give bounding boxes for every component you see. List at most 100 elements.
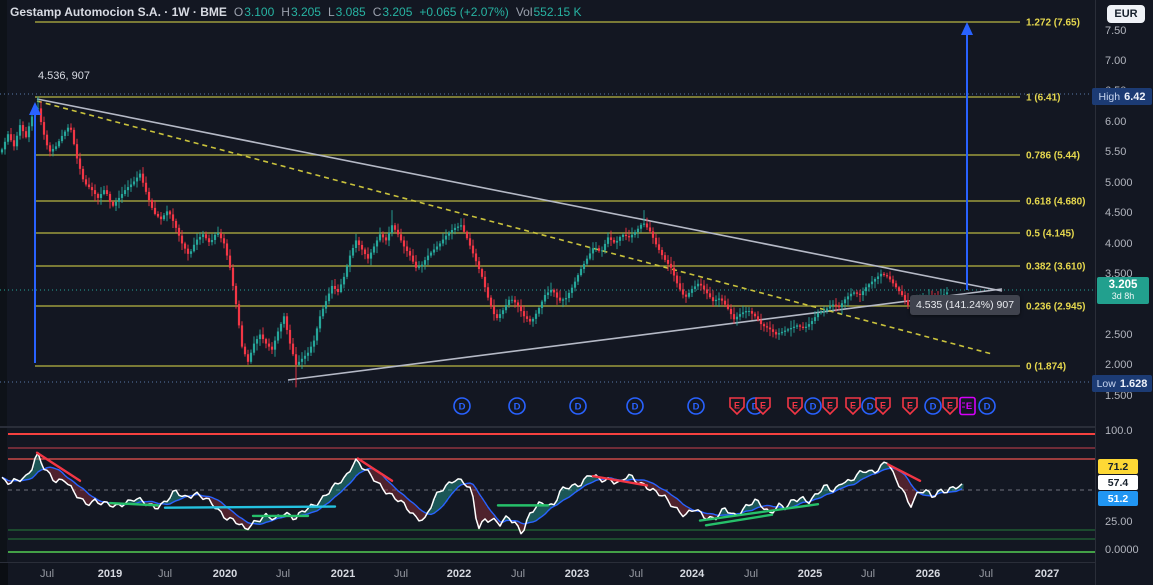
chart-left-margin (0, 0, 7, 562)
rsi-divergence-segment[interactable] (108, 501, 160, 507)
dividend-icon[interactable]: D (453, 397, 471, 415)
time-axis-label: Jul (275, 568, 291, 580)
dividend-icon[interactable]: D (924, 397, 942, 415)
svg-text:D: D (459, 402, 466, 413)
dividend-icon[interactable]: D (508, 397, 526, 415)
change-value: +0.065 (+2.07%) (419, 5, 509, 19)
svg-text:D: D (514, 402, 521, 413)
price-tick-label: 6.00 (1105, 116, 1127, 128)
earnings-icon[interactable]: E (902, 397, 918, 416)
rsi-divergence-segment[interactable] (704, 513, 774, 527)
svg-text:E: E (792, 401, 798, 411)
axis-corner (0, 563, 8, 585)
time-axis-label: 2023 (564, 568, 590, 580)
symbol-title[interactable]: Gestamp Automocion S.A. · 1W · BME (10, 5, 227, 19)
rsi-line (1, 452, 963, 535)
time-axis-label: 2026 (915, 568, 941, 580)
last-price-badge: 3.205 3d 8h (1097, 277, 1149, 304)
time-axis-label: 2027 (1034, 568, 1060, 580)
earnings-icon[interactable]: E (942, 397, 958, 416)
open-label: O (233, 5, 244, 19)
indicator-tick-label: 0.0000 (1105, 544, 1139, 556)
trendline[interactable] (36, 98, 1003, 292)
earnings-icon[interactable]: E (787, 397, 803, 416)
measure-range-label: 4.536, 907 (38, 70, 90, 82)
dividend-icon[interactable]: D (569, 397, 587, 415)
symbol-legend[interactable]: Gestamp Automocion S.A. · 1W · BME O 3.10… (10, 5, 582, 19)
svg-text:D: D (984, 402, 991, 413)
chart-canvas[interactable]: 1.272 (7.65) 1 (6.41) 0.786 (5.44) 0.618 (4… (0, 0, 1095, 562)
low-label: L (327, 5, 335, 19)
fib-level-label: 0.786 (5.44) (1026, 151, 1080, 162)
time-scale[interactable]: Jul 2019 Jul 2020 Jul 2021 Jul 2022 Jul 2023 Jul 20… (0, 562, 1153, 585)
dividend-icon[interactable]: D (861, 397, 879, 415)
event-markers-row: D D D D D D D D D DE E E E E E E E E (453, 396, 996, 416)
svg-text:E: E (734, 401, 740, 411)
measure-tooltip: 4.535 (141.24%) 907 (910, 295, 1021, 315)
price-tick-label: 2.000 (1105, 359, 1133, 371)
svg-text:D: D (632, 402, 639, 413)
time-axis-label: Jul (39, 568, 55, 580)
rsi-divergence-segment[interactable] (886, 463, 922, 482)
price-tick-label: 4.500 (1105, 207, 1133, 219)
earnings-icon[interactable]: E (822, 397, 838, 416)
svg-text:D: D (930, 402, 937, 413)
fib-retracement[interactable]: 1.272 (7.65) 1 (6.41) 0.786 (5.44) 0.618 (4… (35, 18, 1086, 373)
indicator-value-badge: 51.2 (1098, 491, 1138, 506)
earnings-icon[interactable]: E (845, 397, 861, 416)
indicator-tick-label: 25.00 (1105, 516, 1133, 528)
svg-text:E: E (827, 401, 833, 411)
trendline[interactable] (36, 100, 993, 355)
time-axis-label: Jul (743, 568, 759, 580)
fib-level-label: 0.5 (4.145) (1026, 229, 1074, 240)
rsi-divergence-segment[interactable] (356, 457, 394, 482)
close-value: 3.205 (382, 5, 413, 19)
svg-text:D: D (693, 402, 700, 413)
time-axis-label: Jul (157, 568, 173, 580)
svg-text:E: E (760, 401, 766, 411)
dividend-icon[interactable]: D (626, 397, 644, 415)
earnings-icon[interactable]: E (729, 397, 745, 416)
time-axis-label: 2025 (797, 568, 823, 580)
indicator-tick-label: 100.0 (1105, 425, 1133, 437)
earnings-icon[interactable]: E (755, 397, 771, 416)
fib-level-label: 1.272 (7.65) (1026, 18, 1080, 29)
svg-text:E: E (907, 401, 913, 411)
low-value: 3.085 (335, 5, 366, 19)
fib-level-label: 0.236 (2.945) (1026, 302, 1086, 313)
measure-arrow[interactable] (961, 22, 973, 290)
earnings-icon-selected[interactable]: E (959, 396, 976, 416)
open-value: 3.100 (244, 5, 275, 19)
svg-text:E: E (966, 401, 972, 412)
svg-text:E: E (880, 401, 886, 411)
price-tick-label: 4.000 (1105, 238, 1133, 250)
high-label: H (281, 5, 290, 19)
rsi-divergence-segment[interactable] (591, 474, 649, 487)
price-tick-label: 5.000 (1105, 177, 1133, 189)
high-value: 3.205 (290, 5, 321, 19)
svg-text:D: D (867, 402, 874, 413)
high-price-badge: High 6.42 (1092, 88, 1152, 105)
dividend-icon[interactable]: D (978, 397, 996, 415)
earnings-icon[interactable]: E (875, 397, 891, 416)
rsi-divergence-segment[interactable] (163, 505, 337, 509)
time-axis-label: 2021 (330, 568, 356, 580)
time-axis-label: Jul (510, 568, 526, 580)
currency-button[interactable]: EUR (1107, 5, 1145, 23)
trendline[interactable] (287, 288, 1003, 381)
candlestick-series (0, 96, 949, 388)
time-axis-label: Jul (978, 568, 994, 580)
bar-countdown: 3d 8h (1111, 290, 1135, 301)
time-axis-label: Jul (393, 568, 409, 580)
price-scale[interactable]: EUR 7.507.006.506.005.505.0004.5004.0003… (1092, 0, 1153, 585)
time-axis-label: 2022 (446, 568, 472, 580)
dividend-icon[interactable]: D (687, 397, 705, 415)
dividend-icon[interactable]: D (804, 397, 822, 415)
rsi-divergence-segment[interactable] (35, 451, 82, 482)
fib-level-label: 1 (6.41) (1026, 93, 1060, 104)
measure-arrow[interactable] (29, 102, 41, 363)
fib-level-label: 0 (1.874) (1026, 362, 1066, 373)
low-price-badge: Low 1.628 (1092, 375, 1152, 392)
rsi-divergence-segment[interactable] (698, 503, 820, 522)
price-tick-label: 7.50 (1105, 25, 1127, 37)
